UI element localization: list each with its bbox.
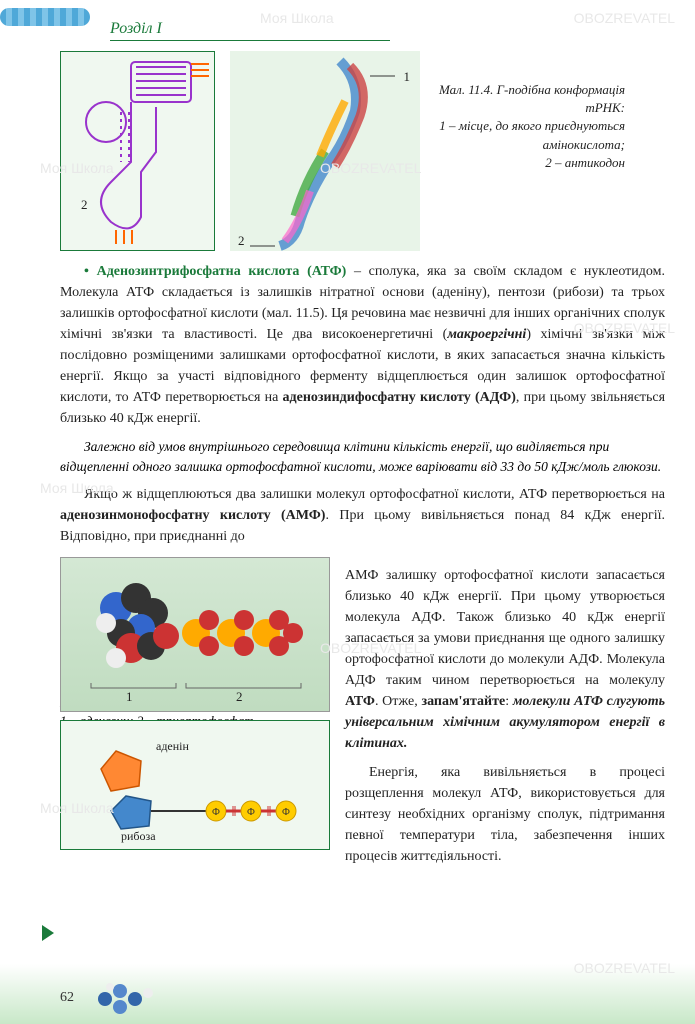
atp-3d-label-2: 2 bbox=[236, 689, 243, 705]
figure-label-2b: 2 bbox=[238, 233, 245, 249]
bullet: • bbox=[84, 264, 89, 279]
marker-triangle bbox=[42, 925, 54, 941]
svg-text:Ф: Ф bbox=[212, 807, 220, 818]
paragraph-amp: Якщо ж відщеплюються два залишки молекул… bbox=[60, 484, 665, 547]
caption-line-1: 1 – місце, до якого приєднуються аміноки… bbox=[435, 117, 625, 153]
two-column-section: 1 2 bbox=[60, 557, 665, 875]
p3-bold-1: аденозинмонофосфатну кислоту (АМФ) bbox=[60, 508, 325, 523]
paragraph-atp-cycle: АМФ залишку ортофосфатної кислоти запаса… bbox=[345, 565, 665, 754]
term-atp: Аденозинтрифосфатна кислота (АТФ) bbox=[97, 264, 347, 279]
right-column: АМФ залишку ортофосфатної кислоти запаса… bbox=[345, 557, 665, 875]
paragraph-energy-note: Залежно від умов внутрішнього середовища… bbox=[60, 437, 665, 476]
p4-text-3: : bbox=[505, 694, 513, 709]
section-header: Розділ I bbox=[110, 20, 390, 41]
p4-text-1: АМФ залишку ортофосфатної кислоти запаса… bbox=[345, 568, 665, 688]
caption-title: Мал. 11.4. Г-подібна конформація тРНК: bbox=[435, 81, 625, 117]
ribose-label: рибоза bbox=[121, 829, 156, 844]
p1-bold-1: макроергічні bbox=[447, 327, 526, 342]
p4-bold-2: запам'ятайте bbox=[421, 694, 505, 709]
figure-label-2: 2 bbox=[81, 197, 88, 213]
trna-schematic-diagram: 2 bbox=[60, 51, 215, 251]
p1-bold-2: аденозиндифосфатну кислоту (АДФ) bbox=[283, 390, 516, 405]
page-number: 62 bbox=[60, 990, 74, 1006]
p4-bold-1: АТФ bbox=[345, 694, 375, 709]
paragraph-energy-use: Енергія, яка вивільняється в процесі роз… bbox=[345, 762, 665, 867]
svg-text:Ф: Ф bbox=[247, 807, 255, 818]
watermark: OBOZREVATEL bbox=[574, 960, 675, 976]
p4-text-2: . Отже, bbox=[375, 694, 422, 709]
adenine-label: аденін bbox=[156, 739, 189, 754]
figure-11-4-row: 2 1 2 Мал. 11.4. Г-подібна конформація т… bbox=[60, 51, 665, 251]
p3-text-1: Якщо ж відщеплюються два залишки молекул… bbox=[84, 487, 665, 502]
left-column: 1 2 bbox=[60, 557, 330, 875]
svg-text:Ф: Ф bbox=[282, 807, 290, 818]
figure-11-4-caption: Мал. 11.4. Г-подібна конформація тРНК: 1… bbox=[435, 51, 625, 172]
atp-3d-label-1: 1 bbox=[126, 689, 133, 705]
page-content: Розділ I bbox=[0, 0, 695, 895]
atp-3d-model: 1 2 bbox=[60, 557, 330, 712]
paragraph-atp-intro: • Аденозинтрифосфатна кислота (АТФ) – сп… bbox=[60, 261, 665, 429]
trna-3d-render: 1 2 bbox=[230, 51, 420, 251]
atp-schematic-diagram: Ф Ф Ф аденін рибоза bbox=[60, 720, 330, 850]
footer-molecule-decoration bbox=[90, 979, 160, 1019]
caption-line-2: 2 – антикодон bbox=[435, 154, 625, 172]
figure-label-1: 1 bbox=[404, 69, 411, 85]
